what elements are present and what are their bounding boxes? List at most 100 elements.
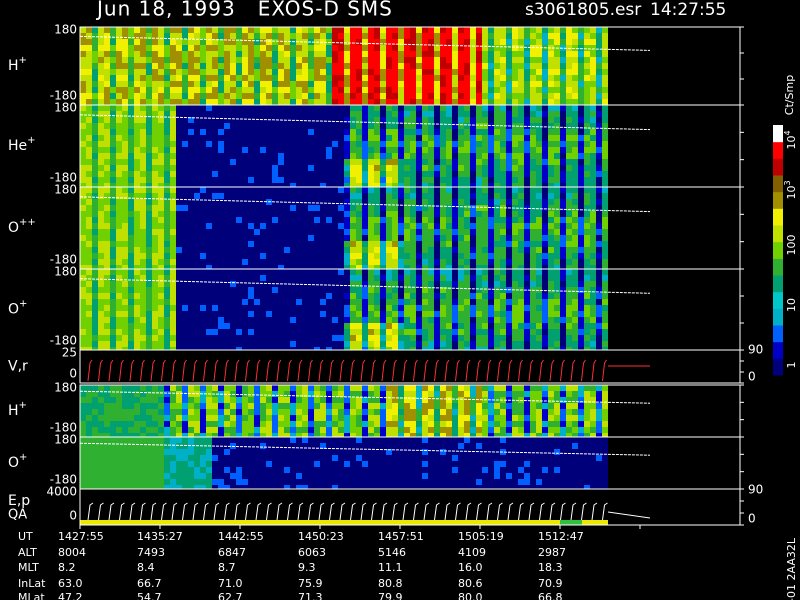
- cell: [572, 211, 578, 217]
- cell: [590, 93, 596, 99]
- cell: [356, 335, 362, 341]
- cell: [212, 253, 218, 259]
- cell: [266, 153, 272, 159]
- cell: [512, 99, 518, 105]
- cell: [392, 199, 398, 205]
- cell: [338, 199, 344, 205]
- cell: [506, 81, 512, 87]
- cell: [446, 199, 452, 205]
- cell: [596, 81, 602, 87]
- cell: [572, 153, 578, 159]
- cell: [446, 57, 452, 63]
- cell: [224, 123, 230, 129]
- cell: [158, 235, 164, 241]
- cell: [506, 93, 512, 99]
- cell: [224, 391, 230, 397]
- cell: [80, 299, 86, 305]
- cell: [266, 93, 272, 99]
- cell: [332, 281, 338, 287]
- cell: [548, 293, 554, 299]
- cell: [296, 135, 302, 141]
- cell: [230, 63, 236, 69]
- cell: [392, 171, 398, 177]
- cell: [134, 269, 140, 275]
- cell: [470, 259, 476, 265]
- cell: [428, 335, 434, 341]
- cell: [458, 75, 464, 81]
- cell: [374, 147, 380, 153]
- cell: [380, 265, 386, 269]
- cell: [488, 217, 494, 223]
- cell: [332, 211, 338, 217]
- cell: [524, 229, 530, 235]
- cell: [200, 193, 206, 199]
- cell: [314, 265, 320, 269]
- cell: [482, 275, 488, 281]
- cell: [158, 299, 164, 305]
- cell: [524, 275, 530, 281]
- cell: [602, 199, 608, 205]
- cell: [440, 329, 446, 335]
- cell: [404, 235, 410, 241]
- cell: [398, 87, 404, 93]
- cell: [260, 235, 266, 241]
- cell: [230, 33, 236, 39]
- cell: [290, 329, 296, 335]
- cell: [542, 217, 548, 223]
- cell: [176, 51, 182, 57]
- cell: [176, 269, 182, 275]
- cell: [320, 141, 326, 147]
- cell: [578, 69, 584, 75]
- cell: [146, 87, 152, 93]
- cell: [482, 241, 488, 247]
- cell: [362, 211, 368, 217]
- cell: [506, 335, 512, 341]
- cell: [266, 135, 272, 141]
- cell: [332, 287, 338, 293]
- cell: [464, 183, 470, 187]
- cell: [458, 141, 464, 147]
- cell: [116, 177, 122, 183]
- cell: [572, 27, 578, 33]
- cell: [404, 33, 410, 39]
- cell: [224, 147, 230, 153]
- cell: [86, 317, 92, 323]
- cell: [500, 275, 506, 281]
- cell: [296, 171, 302, 177]
- cell: [410, 135, 416, 141]
- cell: [404, 51, 410, 57]
- cell: [416, 223, 422, 229]
- cell: [602, 211, 608, 217]
- cell: [458, 217, 464, 223]
- cell: [152, 123, 158, 129]
- cell: [236, 385, 242, 391]
- cell: [344, 183, 350, 187]
- cell: [374, 341, 380, 347]
- cell: [548, 111, 554, 117]
- cell: [362, 141, 368, 147]
- cell: [398, 69, 404, 75]
- cell: [248, 171, 254, 177]
- cell: [590, 159, 596, 165]
- cell: [80, 223, 86, 229]
- cell: [98, 269, 104, 275]
- cell: [266, 347, 272, 350]
- cell: [356, 275, 362, 281]
- cell: [566, 183, 572, 187]
- cell: [530, 385, 536, 391]
- cell: [146, 27, 152, 33]
- cell: [488, 229, 494, 235]
- cell: [422, 141, 428, 147]
- cell: [266, 275, 272, 281]
- cell: [596, 205, 602, 211]
- cell: [266, 193, 272, 199]
- cell: [92, 323, 98, 329]
- cell: [590, 177, 596, 183]
- cell: [224, 323, 230, 329]
- cell: [182, 187, 188, 193]
- cell: [374, 117, 380, 123]
- cell: [578, 117, 584, 123]
- cell: [488, 347, 494, 350]
- cell: [80, 171, 86, 177]
- cell: [206, 187, 212, 193]
